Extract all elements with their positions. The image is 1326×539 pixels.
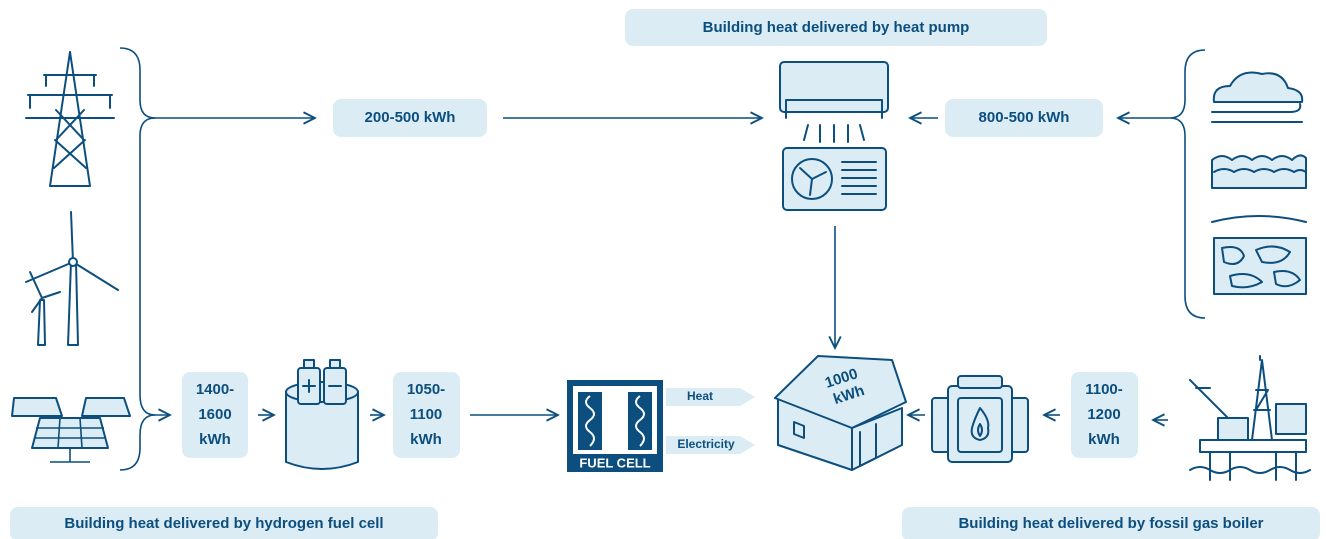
heat-label: Heat [687,389,713,403]
label: kWh [199,431,231,448]
label: kWh [410,431,442,448]
pill [1071,372,1138,458]
pill [393,372,460,458]
hydrogen-title: Building heat delivered by hydrogen fuel… [64,515,383,532]
boiler-icon [931,375,1029,463]
electricity-label: Electricity [677,437,735,451]
solar-icon [11,397,131,463]
label: 800-500 kWh [979,109,1070,126]
label: 1100- [1085,381,1123,398]
pill [945,99,1103,137]
pill [333,99,487,137]
label: kWh [1088,431,1120,448]
heat-arrow [666,388,755,406]
fuel-cell-label: FUEL CELL [579,455,650,470]
pylon-icon [25,51,115,187]
ambient-icons [1211,71,1307,295]
title-pill [10,507,438,539]
label: 1200 [1087,406,1120,423]
label: 1100 [410,406,443,423]
title-pill [625,9,1047,46]
oil-rig-icon [1189,355,1311,481]
label: 1600 [198,406,231,423]
title-pill [902,507,1320,539]
label: 200-500 kWh [365,109,456,126]
fuel-cell-icon: FUEL CELL [567,380,663,472]
heat-pump-icon [779,61,889,211]
electricity-arrow [666,436,755,454]
electrolyser-icon [285,359,359,470]
brace [119,47,156,471]
house-icon: 1000 kWh [774,355,907,471]
label: 1400- [196,381,234,398]
label: 1050- [407,381,445,398]
pill [182,372,248,458]
gas-title: Building heat delivered by fossil gas bo… [958,515,1263,532]
arrows [150,118,1170,420]
wind-icon [25,211,119,346]
heat-pump-title: Building heat delivered by heat pump [703,19,970,36]
brace [1169,49,1206,319]
